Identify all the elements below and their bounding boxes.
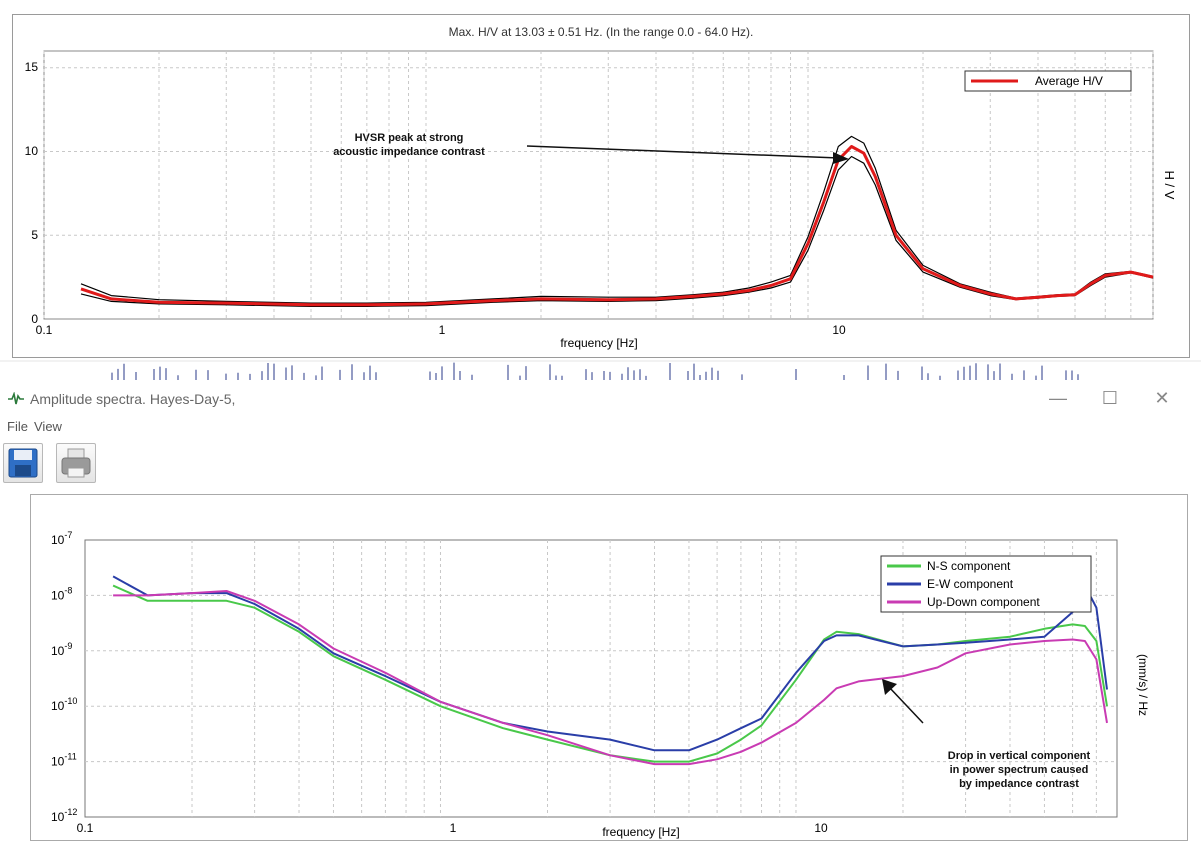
spectra-ytick-label: 10-12	[51, 807, 77, 824]
spectra-xtick-label: 10	[814, 821, 828, 835]
hv-ytick-label: 5	[31, 228, 38, 242]
spectra-ytick-label: 10-9	[51, 641, 72, 658]
spectra-ytick-exponent: -10	[64, 696, 77, 706]
spectra-y-axis-label: (mm/s) / Hz	[1136, 654, 1150, 716]
hv-annotation-line: acoustic impedance contrast	[333, 146, 485, 158]
hv-x-ticks: 0.1 1 10	[36, 323, 846, 337]
spectra-annotation: Drop in vertical component in power spec…	[882, 679, 1091, 790]
spectra-annotation-arrowhead	[882, 679, 897, 695]
save-button[interactable]	[3, 443, 43, 483]
hv-chart: 0 5 10 15 0.1 1 10 frequency [Hz] H / V …	[25, 50, 1177, 350]
spectra-series-line-0	[112, 584, 1108, 763]
minimize-button[interactable]: —	[1049, 388, 1067, 408]
menu-view[interactable]: View	[34, 419, 62, 434]
print-icon	[61, 448, 91, 478]
spectra-annotation-arrow	[888, 686, 924, 724]
spectra-legend: N-S component E-W component Up-Down comp…	[880, 555, 1092, 613]
spectra-xtick-label: 1	[450, 821, 457, 835]
spectra-series	[112, 575, 1108, 766]
waveform-traces	[0, 360, 1201, 380]
hv-y-axis-label: H / V	[1162, 171, 1177, 200]
print-button[interactable]	[56, 443, 96, 483]
spectra-ytick-label: 10-10	[51, 696, 77, 713]
spectra-ytick-exponent: -8	[64, 585, 72, 595]
hv-ytick-label: 10	[25, 144, 39, 158]
menu-file[interactable]: File	[7, 419, 28, 434]
hv-average-line	[80, 145, 1154, 307]
background-waveform-strip	[0, 359, 1201, 381]
spectra-annotation-line: Drop in vertical component	[948, 750, 1091, 762]
spectra-annotation-line: by impedance contrast	[959, 778, 1079, 790]
save-icon	[8, 448, 38, 478]
hv-annotation-arrow	[526, 145, 840, 159]
window-titlebar[interactable]: Amplitude spectra. Hayes-Day-5, — ☐ ✕	[0, 382, 1201, 416]
spectra-x-ticks: 0.1 1 10	[77, 821, 828, 835]
spectra-series-line-1	[112, 575, 1108, 752]
menu-bar: File View	[0, 416, 1201, 438]
hv-xtick-label: 1	[439, 323, 446, 337]
hv-annotation-line: HVSR peak at strong	[355, 132, 464, 144]
hv-grid	[43, 51, 1154, 319]
app-waveform-icon	[8, 392, 24, 405]
hv-legend-box	[964, 70, 1132, 92]
hv-chart-panel: Max. H/V at 13.03 ± 0.51 Hz. (In the ran…	[12, 14, 1190, 358]
spectra-legend-label: N-S component	[927, 559, 1011, 573]
hv-legend-label: Average H/V	[1035, 74, 1103, 88]
spectra-annotation-line: in power spectrum caused	[950, 764, 1089, 776]
spectra-series-line-2	[113, 590, 1108, 766]
spectra-x-axis-label: frequency [Hz]	[602, 825, 679, 839]
hv-ytick-label: 15	[25, 60, 39, 74]
spectra-chart-panel: 10-7 10-8 10-9 10-10 10-11 10-12 0.1 1 10 fre…	[30, 494, 1188, 841]
hv-y-ticks: 0 5 10 15	[25, 60, 39, 326]
spectra-ytick-exponent: -12	[64, 807, 77, 817]
hv-series	[80, 135, 1154, 307]
spectra-grid	[85, 540, 1117, 817]
spectra-xtick-label: 0.1	[77, 821, 94, 835]
spectra-ytick-exponent: -7	[64, 530, 72, 540]
spectra-ytick-exponent: -9	[64, 641, 72, 651]
spectra-ytick-label: 10-7	[51, 530, 72, 547]
hv-x-axis-label: frequency [Hz]	[560, 336, 637, 350]
spectra-y-ticks: 10-7 10-8 10-9 10-10 10-11 10-12	[51, 530, 77, 824]
hv-annotation-arrowhead	[833, 152, 849, 164]
maximize-button[interactable]: ☐	[1101, 388, 1119, 408]
spectra-legend-label: E-W component	[927, 577, 1014, 591]
window-title: Amplitude spectra. Hayes-Day-5,	[30, 391, 236, 407]
spectra-ytick-exponent: -11	[64, 752, 76, 762]
hv-ytick-label: 0	[31, 312, 38, 326]
close-button[interactable]: ✕	[1154, 388, 1170, 408]
spectra-ytick-label: 10-8	[51, 585, 72, 602]
spectra-legend-label: Up-Down component	[927, 595, 1040, 609]
hv-legend: Average H/V	[964, 70, 1132, 92]
spectra-ytick-label: 10-11	[51, 752, 77, 769]
hv-chart-title: Max. H/V at 13.03 ± 0.51 Hz. (In the ran…	[448, 25, 754, 39]
hv-annotation: HVSR peak at strong acoustic impedance c…	[333, 132, 849, 164]
toolbar	[0, 438, 1201, 492]
hv-xtick-label: 10	[832, 323, 846, 337]
hv-xtick-label: 0.1	[36, 323, 53, 337]
